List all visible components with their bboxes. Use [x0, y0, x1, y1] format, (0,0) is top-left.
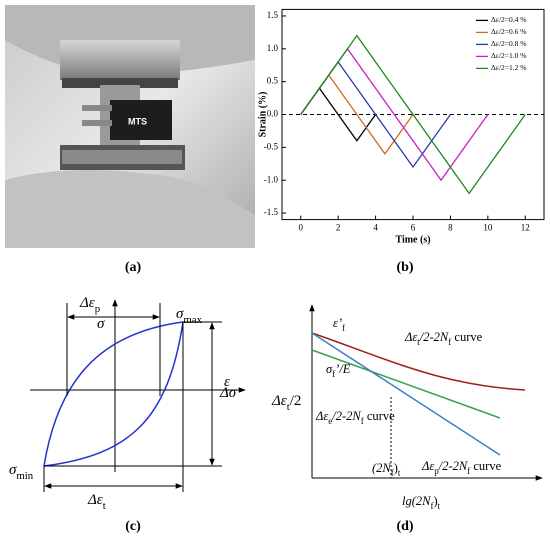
diagram-label: Δεe/2-2Nf curve [315, 409, 395, 426]
strain-life-diagram [309, 304, 543, 481]
series-line [300, 60, 451, 169]
y-axis-label: Strain (%) [257, 92, 268, 138]
diagram-label-part: t [103, 500, 106, 512]
diagram-label-part: f [391, 468, 394, 478]
x-tick-label: 6 [411, 223, 416, 233]
diagram-label-part: /2 [290, 393, 302, 409]
legend-label: Δε/2=1.0 % [491, 51, 527, 60]
y-tick-label: -1.0 [264, 174, 279, 184]
y-tick-label: -0.5 [264, 141, 279, 151]
y-tick-label: 0.0 [267, 109, 279, 119]
y-tick-label: 1.0 [267, 43, 279, 53]
diagram-label-part: t [398, 468, 401, 478]
x-tick-label: 4 [373, 223, 378, 233]
loop-lower [43, 321, 184, 467]
hysteresis-diagram [30, 299, 246, 492]
x-tick-label: 0 [298, 223, 303, 233]
panel-label: (d) [396, 519, 413, 534]
diagram-label: Δεp [79, 295, 100, 315]
diagram-label: σmin [9, 462, 34, 482]
diagram-label-part: /2-2N [419, 330, 449, 344]
diagram-label-part: f [332, 369, 335, 379]
diagram-label-part: curve [364, 409, 395, 423]
device-text: MTS [128, 116, 147, 126]
diagram-label-part: t [417, 337, 420, 347]
loop-upper [43, 321, 184, 467]
y-tick-label: -1.5 [264, 207, 279, 217]
diagram-label-part: /2-2N [438, 459, 468, 473]
diagram-label-part: p [95, 303, 100, 315]
diagram-label-part: Δε [271, 393, 287, 409]
diagram-label: σf’/E [326, 362, 351, 379]
diagram-label: σ [97, 316, 105, 332]
diagram-label-part: t [287, 401, 290, 413]
panel-label: (a) [125, 260, 142, 275]
diagram-label-part: Δσ [219, 385, 237, 401]
diagram-label-part: Δε [404, 330, 417, 344]
diagram-label: lg(2Nf)t [402, 494, 441, 511]
diagram-label-part: e [328, 416, 332, 426]
diagram-label: ε’f [333, 316, 345, 333]
x-tick-label: 2 [336, 223, 341, 233]
y-tick-label: 1.5 [267, 10, 279, 20]
diagram-label-part: /2-2N [331, 409, 361, 423]
diagram-label-part: f [361, 416, 364, 426]
diagram-label-part: f [342, 323, 345, 333]
diagram-label-part: ) [433, 494, 437, 508]
total-curve [311, 332, 526, 391]
diagram-label-part: σ [326, 362, 333, 376]
diagram-label-part: f [467, 466, 470, 476]
x-axis-label: Time (s) [395, 234, 430, 245]
diagram-label-part: curve [470, 459, 501, 473]
diagram-label-part: Δε [87, 492, 103, 508]
x-tick-label: 8 [448, 223, 453, 233]
diagram-label-part: σ [9, 462, 17, 478]
legend-label: Δε/2=0.6 % [491, 27, 527, 36]
elastic-line [311, 349, 501, 419]
photo: MTS [5, 5, 255, 248]
diagram-label: Δεt/2 [271, 393, 301, 413]
y-tick-label: 0.5 [267, 76, 279, 86]
legend-label: Δε/2=0.4 % [491, 15, 527, 24]
diagram-label-part: ’/E [335, 362, 351, 376]
diagram-label-part: Δε [79, 295, 95, 311]
legend-label: Δε/2=0.8 % [491, 39, 527, 48]
diagram-label-part: σ [97, 316, 105, 332]
diagram-label-part: ε’ [333, 316, 342, 330]
diagram-label: Δσ [219, 385, 237, 401]
diagram-label: (2Nf)t [372, 461, 401, 478]
diagram-label-part: min [16, 470, 33, 482]
diagram-label-part: lg(2N [402, 494, 431, 508]
diagram-label-part: Δε [421, 459, 434, 473]
diagram-label: Δεt/2-2Nf curve [404, 330, 483, 347]
diagram-label-part: ε [224, 374, 230, 390]
x-tick-label: 12 [521, 223, 530, 233]
diagram-label-part: curve [451, 330, 482, 344]
diagram-label: Δεt [87, 492, 106, 512]
diagram-label-part: f [448, 337, 451, 347]
diagram-label-part: ) [394, 461, 398, 475]
series-line [300, 34, 526, 195]
panel-label: (c) [125, 519, 141, 534]
plastic-line [311, 332, 501, 456]
panel-label: (b) [396, 260, 413, 275]
diagram-label: σmax [176, 306, 203, 326]
diagram-label: Δεp/2-2Nf curve [421, 459, 502, 476]
diagram-label-part: Δε [315, 409, 328, 423]
legend-label: Δε/2=1.2 % [491, 63, 527, 72]
diagram-label-part: σ [176, 306, 184, 322]
diagram-label: ε [224, 374, 230, 390]
diagram-label-part: f [430, 501, 433, 511]
x-tick-label: 10 [483, 223, 493, 233]
diagram-label-part: t [438, 501, 441, 511]
diagram-label-part: p [434, 466, 439, 476]
diagram-label-part: (2N [372, 461, 391, 475]
diagram-label-part: max [183, 314, 202, 326]
